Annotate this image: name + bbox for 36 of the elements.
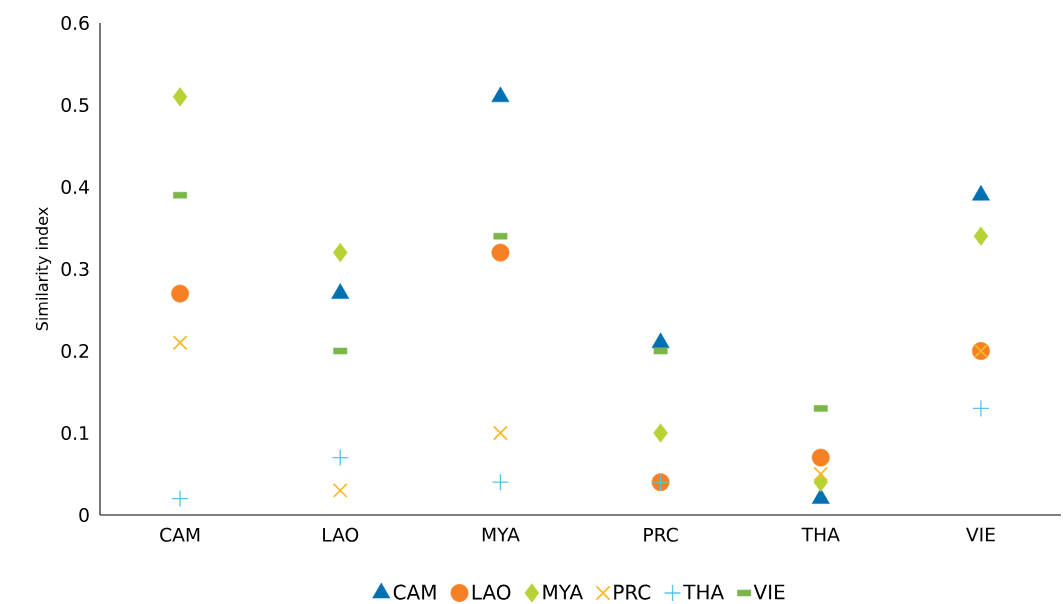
point [653,423,668,443]
y-tick-label: 0.4 [61,179,89,195]
point [491,473,510,491]
y-tick-label: 0.5 [61,97,89,113]
legend-label: THA [683,584,725,600]
point [811,448,830,467]
x-tick-label: MYA [482,527,520,542]
y-tick-label: 0 [79,507,89,523]
legend-label: PRC [614,584,651,600]
point [813,466,829,482]
legend-label: LAO [472,584,511,600]
point [332,482,348,498]
legend-label: VIE [753,584,785,600]
x-tick-label: VIE [966,527,995,542]
point [171,489,189,508]
point [332,243,348,263]
x-tick-label: PRC [644,527,678,542]
point [172,87,188,107]
point [172,335,188,351]
y-tick-label: 0.1 [61,425,89,441]
x-tick-label: LAO [323,527,359,542]
point [492,425,508,441]
legend-label: CAM [393,584,436,600]
point [973,226,989,246]
y-tick-label: 0.3 [61,261,89,277]
point [813,472,829,492]
point [491,243,510,262]
y-tick-label: 0.2 [61,343,89,359]
point [972,399,990,418]
y-axis-title: Similarity index [35,207,52,331]
point [171,284,190,303]
x-tick-label: CAM [160,527,200,542]
y-tick-label: 0.6 [61,15,89,31]
x-tick-label: THA [801,527,840,542]
point [331,448,349,467]
legend-label: MYA [543,584,583,600]
